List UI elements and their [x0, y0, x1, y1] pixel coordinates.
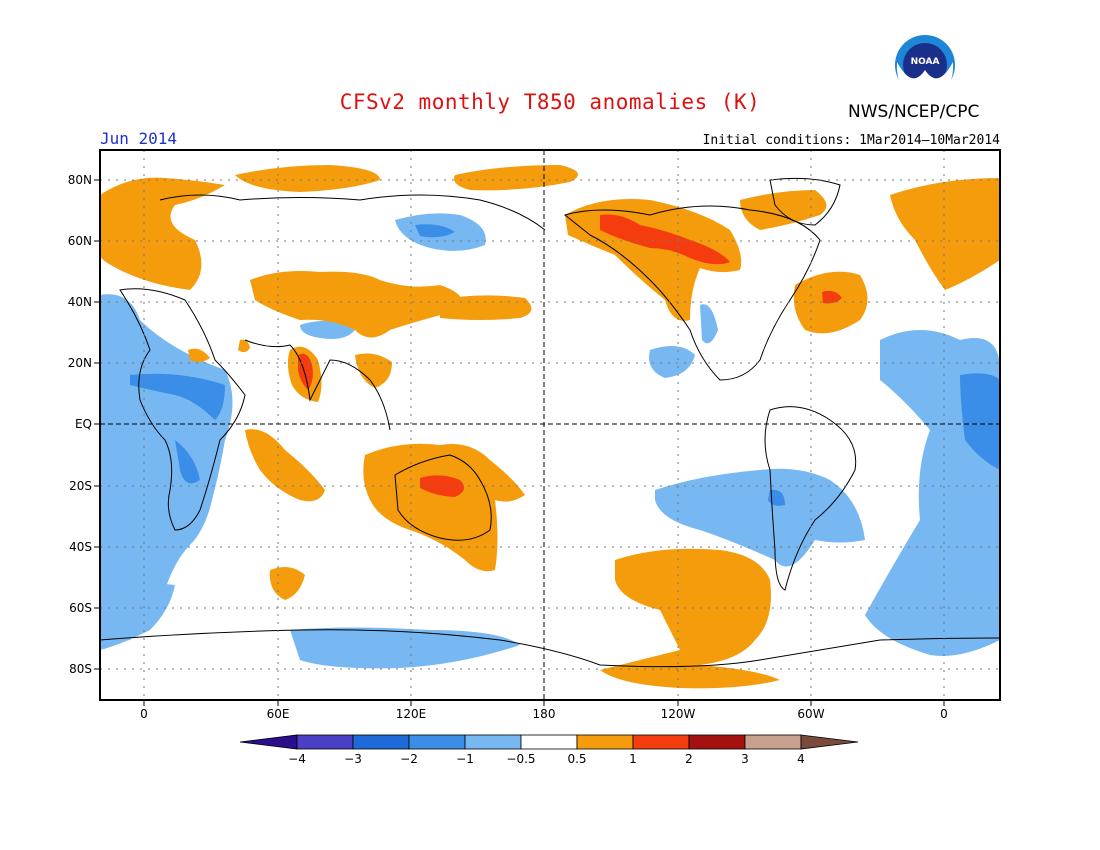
- colorbar-segment: [576, 734, 634, 750]
- colorbar-label: 3: [741, 752, 749, 766]
- lon-label: 0: [940, 707, 948, 721]
- colorbar: [239, 734, 859, 750]
- initial-conditions: Initial conditions: 1Mar2014–10Mar2014: [702, 133, 1000, 148]
- colorbar-segment: [632, 734, 690, 750]
- equator-dateline: [100, 150, 1000, 700]
- colorbar-label: −4: [288, 752, 306, 766]
- noaa-logo-text: NOAA: [911, 57, 940, 67]
- lat-label: 20S: [69, 479, 92, 493]
- lat-label: 40N: [67, 295, 92, 309]
- colorbar-segment: [688, 734, 746, 750]
- coastlines: [100, 177, 1000, 668]
- agency-label: NWS/NCEP/CPC: [848, 102, 980, 122]
- colorbar-segment: [296, 734, 354, 750]
- colorbar-label: 2: [685, 752, 693, 766]
- colorbar-label: −2: [400, 752, 418, 766]
- lon-label: 180: [532, 707, 556, 721]
- lat-label: 80N: [67, 173, 92, 187]
- lon-label: 120E: [395, 707, 427, 721]
- lat-label: 20N: [67, 356, 92, 370]
- anomaly-map: [100, 165, 1000, 689]
- lat-label: 60N: [67, 234, 92, 248]
- colorbar-segment: [464, 734, 522, 750]
- forecast-month: Jun 2014: [100, 129, 178, 148]
- colorbar-label: 1: [629, 752, 637, 766]
- map-frame: [99, 149, 1001, 701]
- colorbar-segment: [800, 734, 859, 750]
- colorbar-label: 4: [797, 752, 805, 766]
- lon-label: 60W: [797, 707, 825, 721]
- lon-label: 120W: [660, 707, 696, 721]
- lat-label: 40S: [69, 540, 92, 554]
- lat-label: EQ: [74, 417, 92, 431]
- colorbar-label: −3: [344, 752, 362, 766]
- lat-label: 60S: [69, 601, 92, 615]
- noaa-logo-icon: NOAA: [895, 35, 955, 96]
- colorbar-label: 0.5: [567, 752, 587, 766]
- negative-anomalies-strong: [130, 224, 1000, 506]
- gridlines: [100, 150, 1000, 700]
- colorbar-segment: [408, 734, 466, 750]
- chart-title: CFSv2 monthly T850 anomalies (K): [339, 90, 761, 114]
- lon-label: 0: [140, 707, 148, 721]
- colorbar-segment: [352, 734, 410, 750]
- lat-label: 80S: [69, 662, 92, 676]
- colorbar-segment: [239, 734, 298, 750]
- colorbar-label: −0.5: [506, 752, 536, 766]
- axis-ticks: [94, 179, 945, 706]
- colorbar-segment: [744, 734, 802, 750]
- lon-label: 60E: [266, 707, 290, 721]
- colorbar-label: −1: [456, 752, 474, 766]
- colorbar-segment: [520, 734, 578, 750]
